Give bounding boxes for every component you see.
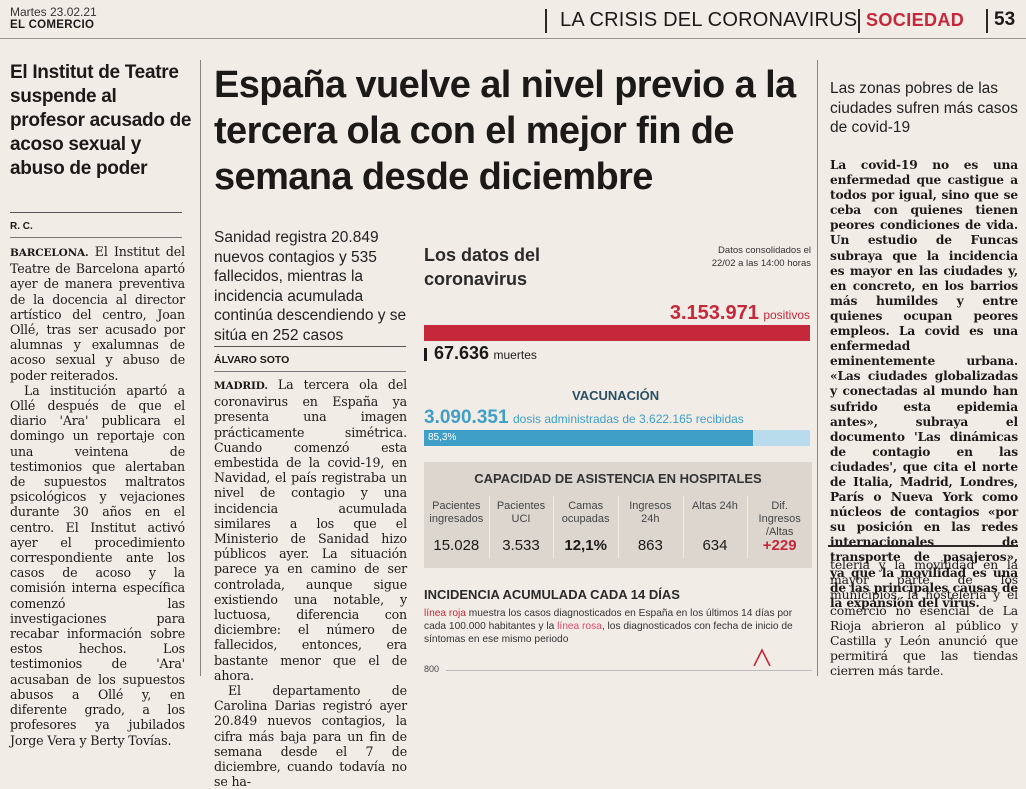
masthead-date: Martes 23.02.21 bbox=[10, 5, 97, 19]
left-author: R. C. bbox=[10, 221, 33, 232]
hospital-header: Dif. Ingresos /Altas bbox=[758, 500, 801, 538]
left-headline: El Institut de Teatre suspende al profes… bbox=[10, 62, 192, 179]
axis-tick-800: 800 bbox=[424, 664, 440, 674]
left-author-rule bbox=[10, 237, 182, 238]
hospital-value: 15.028 bbox=[433, 537, 480, 554]
hospital-column-divider bbox=[553, 496, 555, 558]
deaths-label: muertes bbox=[493, 348, 537, 362]
hospital-value: 12,1% bbox=[564, 537, 607, 554]
hospital-column-divider bbox=[488, 496, 490, 558]
infographic-title: Los datos del coronavirus bbox=[424, 245, 541, 289]
hospital-title: CAPACIDAD DE ASISTENCIA EN HOSPITALES bbox=[474, 471, 762, 486]
left-headline-rule bbox=[10, 212, 182, 213]
axis-gridline-800 bbox=[446, 670, 812, 671]
hospital-column-divider bbox=[618, 496, 619, 558]
hospital-value: +229 bbox=[762, 537, 797, 554]
doses-fill bbox=[424, 430, 753, 446]
right-headline: Las zonas pobres de las ciudades sufren … bbox=[830, 80, 1018, 136]
positives-bar bbox=[424, 325, 810, 341]
column-divider-left bbox=[200, 60, 201, 676]
doses-label: dosis administradas de 3.622.165 recibid… bbox=[512, 412, 744, 426]
main-paragraph-2: El departamento de Carolina Darias regis… bbox=[214, 683, 407, 789]
incidence-text-1: muestra los casos diagnosticados en Espa… bbox=[424, 608, 793, 633]
left-dateline: BARCELONA. bbox=[10, 247, 89, 259]
hospital-header: Pacientes ingresados bbox=[429, 500, 484, 525]
main-headline: España vuelve al nivel previo a la terce… bbox=[214, 64, 796, 198]
right-paragraph-1: La covid-19 no es una enfermedad que cas… bbox=[830, 158, 1018, 610]
main-subhead-rule bbox=[214, 346, 406, 347]
hospital-header: Altas 24h bbox=[692, 500, 738, 512]
page-number: 53 bbox=[994, 9, 1016, 30]
incidence-title: INCIDENCIA ACUMULADA CADA 14 DÍAS bbox=[424, 587, 680, 602]
section-title: LA CRISIS DEL CORONAVIRUS bbox=[560, 9, 858, 31]
section-name: SOCIEDAD bbox=[866, 10, 965, 30]
positives-number: 3.153.971 bbox=[669, 302, 759, 324]
hospital-header: Ingresos 24h bbox=[629, 500, 672, 525]
positives-label: positivos bbox=[763, 308, 810, 322]
doses-percent: 85,3% bbox=[428, 432, 457, 443]
right-article-body: telería y la movilidad en la mayor parte… bbox=[830, 557, 1018, 679]
chart-line-peak-icon bbox=[753, 648, 771, 666]
main-article-body: MADRID. La tercera ola del coronavirus e… bbox=[214, 377, 407, 789]
hospital-value: 634 bbox=[702, 537, 728, 554]
consolidated-note: Datos consolidados el 22/02 a las 14:00 … bbox=[711, 245, 811, 269]
main-dateline: MADRID. bbox=[214, 380, 268, 392]
main-paragraph-1: La tercera ola del coronavirus en España… bbox=[214, 377, 407, 683]
doses-number: 3.090.351 bbox=[424, 407, 509, 428]
positives-value: 3.153.971 positivos bbox=[560, 302, 810, 325]
main-subhead: Sanidad registra 20.849 nuevos contagios… bbox=[214, 229, 407, 344]
hospital-header: Pacientes UCI bbox=[496, 500, 546, 525]
incidence-text-2: , los diagnosticados con fecha de inicio… bbox=[424, 621, 793, 646]
doses-value: 3.090.351 dosis administradas de 3.622.1… bbox=[424, 407, 744, 429]
hospital-value: 863 bbox=[637, 537, 663, 554]
masthead-rule bbox=[0, 38, 1026, 39]
hospital-value: 3.533 bbox=[502, 537, 540, 554]
left-paragraph-1: El Institut del Teatre de Barcelona apar… bbox=[10, 244, 185, 383]
masthead-paper: EL COMERCIO bbox=[10, 19, 95, 31]
hospital-column-divider bbox=[682, 496, 684, 558]
vaccination-title: VACUNACIÓN bbox=[572, 388, 660, 403]
masthead-divider-right bbox=[986, 9, 988, 33]
main-author-rule bbox=[214, 371, 406, 372]
incidence-pink-term: línea rosa bbox=[557, 621, 602, 633]
deaths-bar bbox=[424, 348, 427, 361]
hospital-header: Camas ocupadas bbox=[561, 500, 610, 525]
right-sidebar-rule bbox=[828, 545, 1018, 547]
deaths-number: 67.636 bbox=[434, 343, 490, 363]
masthead-divider-left bbox=[545, 9, 547, 33]
right-sidebar-body: La covid-19 no es una enfermedad que cas… bbox=[830, 158, 1018, 611]
hospital-column-divider bbox=[747, 496, 749, 558]
deaths-value: 67.636 muertes bbox=[434, 343, 537, 364]
column-divider-right bbox=[817, 60, 818, 676]
incidence-red-term: línea roja bbox=[424, 608, 466, 619]
left-article-body: BARCELONA. El Institut del Teatre de Bar… bbox=[10, 244, 185, 748]
incidence-description: línea roja muestra los casos diagnostica… bbox=[424, 607, 812, 647]
masthead-divider-mid bbox=[858, 9, 860, 33]
left-paragraph-2: La institución apartó a Ollé después de … bbox=[10, 382, 185, 748]
right-paragraph-2: telería y la movilidad en la mayor parte… bbox=[830, 557, 1018, 679]
main-author: ÁLVARO SOTO bbox=[214, 354, 290, 366]
